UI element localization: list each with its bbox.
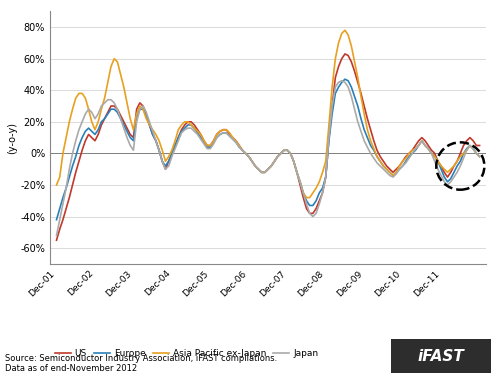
Europe bbox=[82, 129, 88, 133]
Asia Pacific ex-Japan bbox=[304, 195, 310, 200]
US bbox=[332, 75, 338, 80]
Asia Pacific ex-Japan bbox=[352, 60, 358, 64]
Line: Asia Pacific ex-Japan: Asia Pacific ex-Japan bbox=[57, 30, 479, 198]
Europe bbox=[464, 146, 470, 151]
US bbox=[320, 191, 326, 195]
Japan bbox=[54, 233, 60, 238]
US bbox=[82, 138, 88, 143]
Europe bbox=[332, 91, 338, 96]
Japan bbox=[476, 154, 482, 159]
US bbox=[476, 143, 482, 148]
US bbox=[454, 159, 460, 164]
Line: Europe: Europe bbox=[57, 79, 479, 220]
Japan bbox=[320, 191, 326, 195]
Europe bbox=[54, 218, 60, 222]
Europe bbox=[476, 154, 482, 159]
Asia Pacific ex-Japan bbox=[467, 143, 473, 148]
Japan bbox=[454, 170, 460, 175]
US bbox=[348, 60, 354, 64]
Text: iFAST: iFAST bbox=[417, 349, 464, 364]
US bbox=[54, 238, 60, 242]
Japan bbox=[332, 85, 338, 89]
Asia Pacific ex-Japan bbox=[82, 96, 88, 100]
US bbox=[342, 52, 348, 56]
Y-axis label: (y-o-y): (y-o-y) bbox=[8, 122, 18, 153]
Legend: US, Europe, Asia Pacific ex-Japan, Japan: US, Europe, Asia Pacific ex-Japan, Japan bbox=[55, 349, 318, 358]
Text: Source: Semiconductor Industry Association, iFAST compilations.
Data as of end-N: Source: Semiconductor Industry Associati… bbox=[5, 354, 277, 373]
Europe bbox=[320, 186, 326, 190]
Line: US: US bbox=[57, 54, 479, 240]
US bbox=[464, 138, 470, 143]
Europe bbox=[454, 164, 460, 168]
Japan bbox=[339, 78, 345, 83]
Asia Pacific ex-Japan bbox=[323, 159, 329, 164]
Europe bbox=[348, 85, 354, 89]
Line: Japan: Japan bbox=[57, 81, 479, 236]
Asia Pacific ex-Japan bbox=[342, 28, 348, 32]
Europe bbox=[342, 77, 348, 81]
Japan bbox=[464, 148, 470, 152]
Asia Pacific ex-Japan bbox=[336, 41, 342, 45]
Asia Pacific ex-Japan bbox=[457, 154, 463, 159]
Japan bbox=[82, 112, 88, 116]
Asia Pacific ex-Japan bbox=[476, 154, 482, 159]
Asia Pacific ex-Japan bbox=[54, 183, 60, 187]
Japan bbox=[348, 94, 354, 99]
